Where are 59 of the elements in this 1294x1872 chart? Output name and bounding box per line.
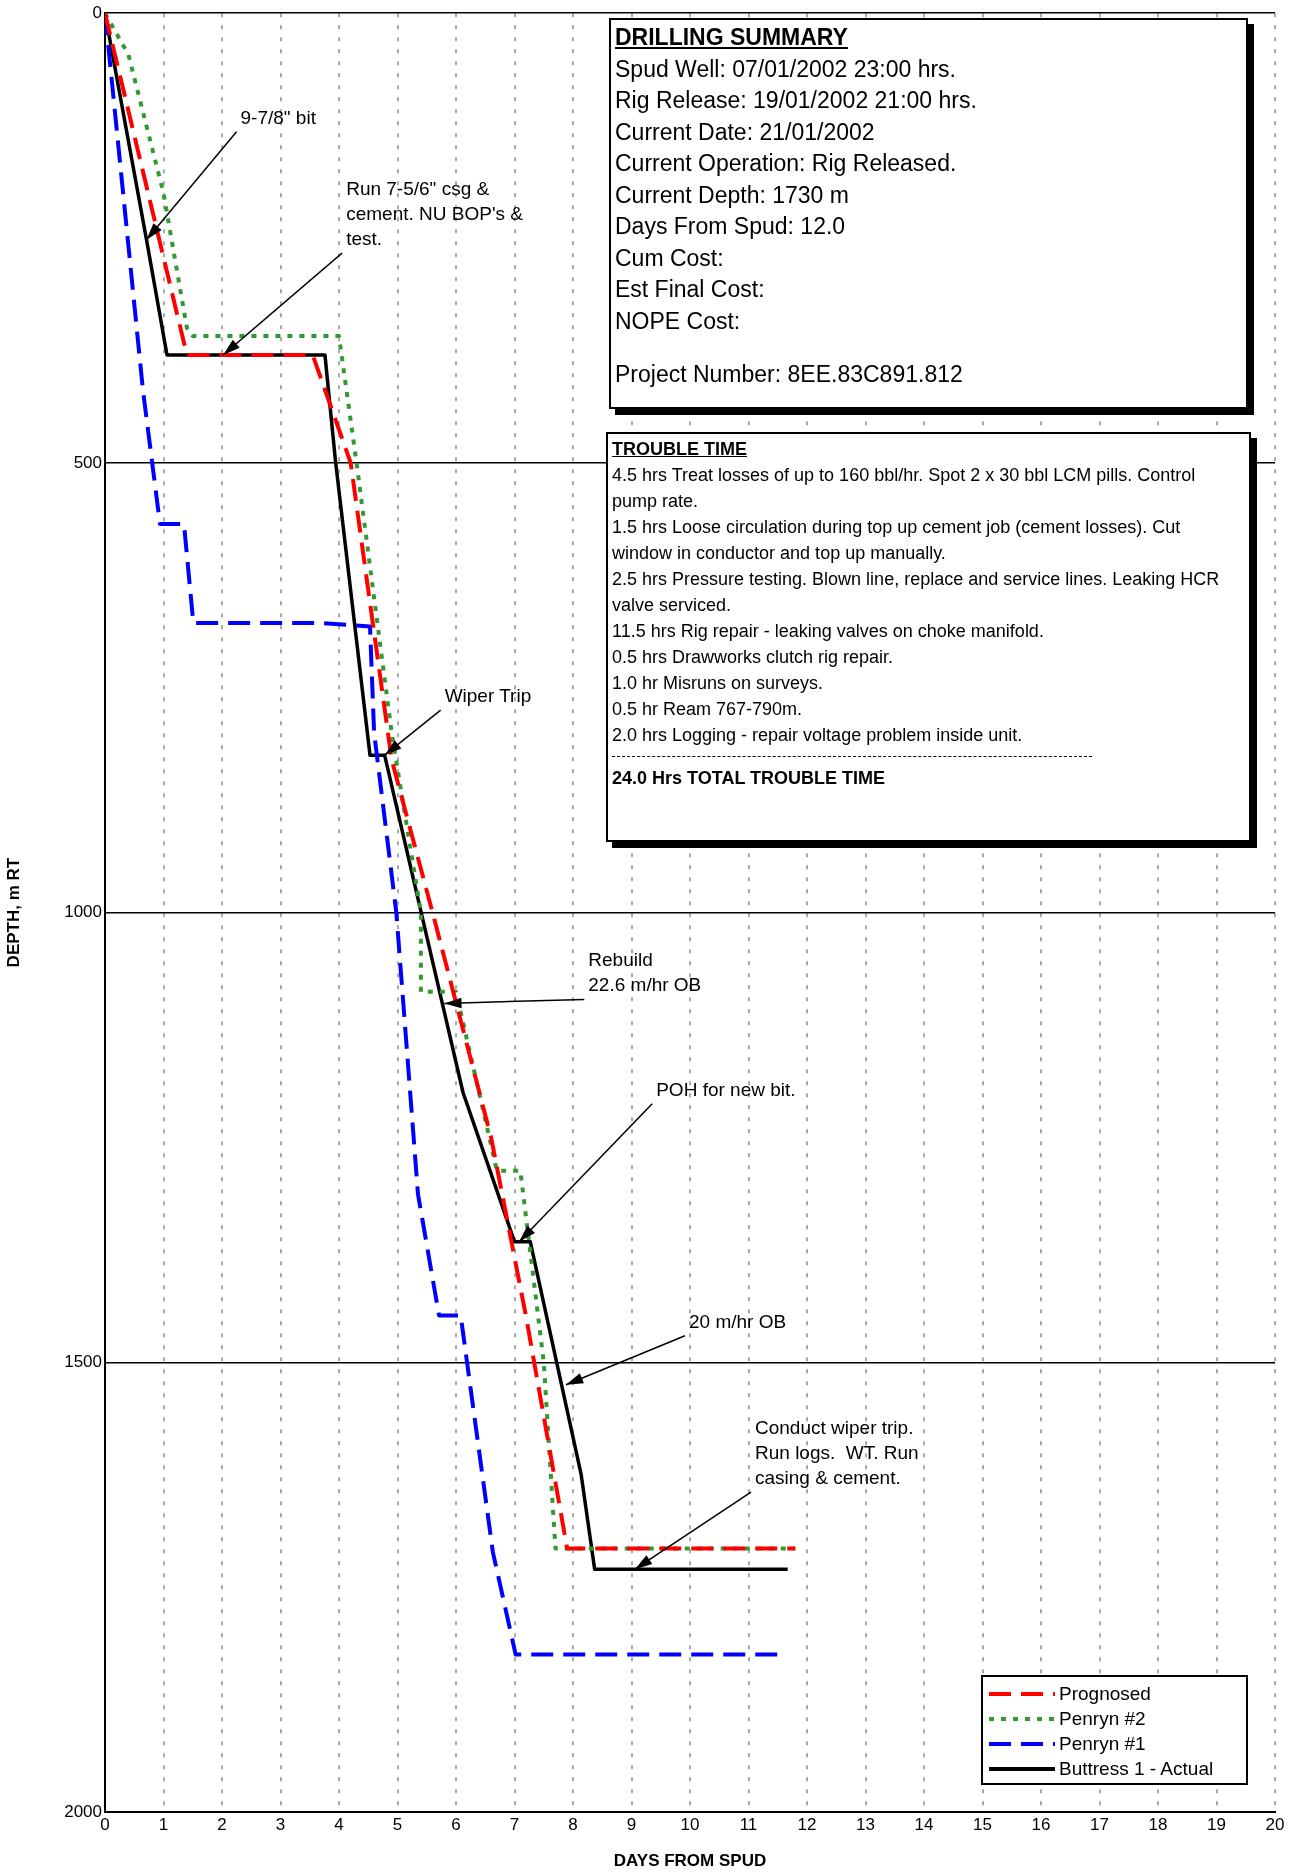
x-tick-label: 11 bbox=[739, 1814, 758, 1834]
x-tick-label: 9 bbox=[626, 1814, 637, 1834]
annotation: 1.0 hr Misruns on surveys. bbox=[612, 672, 825, 695]
x-tick-label: 4 bbox=[334, 1814, 344, 1834]
annotation: Est Final Cost: bbox=[615, 275, 766, 304]
x-tick-label: 7 bbox=[509, 1814, 520, 1834]
annotation: Spud Well: 07/01/2002 23:00 hrs. bbox=[615, 54, 957, 84]
x-tick-label: 14 bbox=[914, 1814, 934, 1834]
y-axis-title: DEPTH, m RT bbox=[3, 857, 23, 968]
x-tick-label: 1 bbox=[158, 1814, 169, 1834]
legend-label: Penryn #2 bbox=[1059, 1707, 1146, 1730]
annotation: Days From Spud: 12.0 bbox=[615, 212, 847, 241]
x-tick-label: 6 bbox=[451, 1814, 461, 1834]
annotation: 20 m/hr OB bbox=[688, 1310, 787, 1332]
x-tick-label: 10 bbox=[680, 1814, 700, 1834]
annotation: Rebuild 22.6 m/hr OB bbox=[588, 949, 702, 996]
x-tick-label: 20 bbox=[1265, 1814, 1285, 1834]
annotation: 1.5 hrs Loose circulation during top up cement job (cement losses). Cut window in conductor and top up manually. bbox=[612, 516, 1182, 565]
y-tick-label: 1500 bbox=[64, 1351, 102, 1371]
annotation: Project Number: 8EE.83C891.812 bbox=[615, 360, 964, 389]
legend-label: Prognosed bbox=[1059, 1682, 1151, 1705]
x-tick-label: 5 bbox=[392, 1814, 403, 1834]
annotation: DRILLING SUMMARY bbox=[615, 23, 849, 52]
annotation: Wiper Trip bbox=[444, 684, 532, 706]
x-tick-label: 13 bbox=[856, 1814, 875, 1834]
y-tick-label: 2000 bbox=[64, 1801, 102, 1821]
annotation: 11.5 hrs Rig repair - leaking valves on choke manifold. bbox=[612, 620, 1045, 643]
annotation: 2.0 hrs Logging - repair voltage problem inside unit. bbox=[612, 724, 1024, 747]
annotation: NOPE Cost: bbox=[615, 306, 742, 336]
x-tick-label: 2 bbox=[217, 1814, 227, 1834]
x-tick-label: 3 bbox=[275, 1814, 286, 1834]
annotation: Cum Cost: bbox=[615, 243, 725, 273]
annotation: POH for new bit. bbox=[656, 1078, 796, 1100]
annotation: TROUBLE TIME bbox=[612, 438, 748, 461]
y-tick-label: 500 bbox=[73, 452, 102, 472]
x-tick-label: 17 bbox=[1090, 1814, 1109, 1834]
annotation: Conduct wiper trip. Run logs. WT. Run casing & cement. bbox=[755, 1416, 919, 1488]
annotation: 0.5 hr Ream 767-790m. bbox=[612, 698, 804, 721]
x-tick-label: 16 bbox=[1031, 1814, 1051, 1834]
x-tick-label: 12 bbox=[797, 1814, 817, 1834]
annotation: 0.5 hrs Drawworks clutch rig repair. bbox=[612, 646, 895, 669]
annotation: 24.0 Hrs TOTAL TROUBLE TIME bbox=[612, 767, 887, 790]
annotation: 4.5 hrs Treat losses of up to 160 bbl/hr. Spot 2 x 30 bbl LCM pills. Control pump rate. bbox=[612, 464, 1197, 513]
annotation: 2.5 hrs Pressure testing. Blown line, replace and service lines. Leaking HCR valve serviced. bbox=[612, 568, 1221, 617]
x-tick-label: 8 bbox=[568, 1814, 578, 1834]
x-axis-title: DAYS FROM SPUD bbox=[613, 1851, 767, 1871]
x-tick-label: 15 bbox=[973, 1814, 992, 1834]
annotation: Current Depth: 1730 m bbox=[615, 180, 850, 210]
annotation: Current Date: 21/01/2002 bbox=[615, 117, 876, 147]
x-tick-label: 19 bbox=[1207, 1814, 1226, 1834]
annotation: Run 7-5/6" csg & cement. NU BOP's & test. bbox=[346, 177, 524, 249]
annotation: Current Operation: Rig Released. bbox=[615, 149, 958, 178]
legend-label: Penryn #1 bbox=[1059, 1732, 1146, 1755]
annotation: 9-7/8" bit bbox=[240, 106, 317, 128]
y-tick-label: 0 bbox=[92, 2, 102, 22]
x-tick-label: 18 bbox=[1148, 1814, 1168, 1834]
annotation: Rig Release: 19/01/2002 21:00 hrs. bbox=[615, 86, 978, 115]
y-tick-label: 1000 bbox=[64, 902, 102, 922]
legend-label: Buttress 1 - Actual bbox=[1059, 1757, 1214, 1780]
